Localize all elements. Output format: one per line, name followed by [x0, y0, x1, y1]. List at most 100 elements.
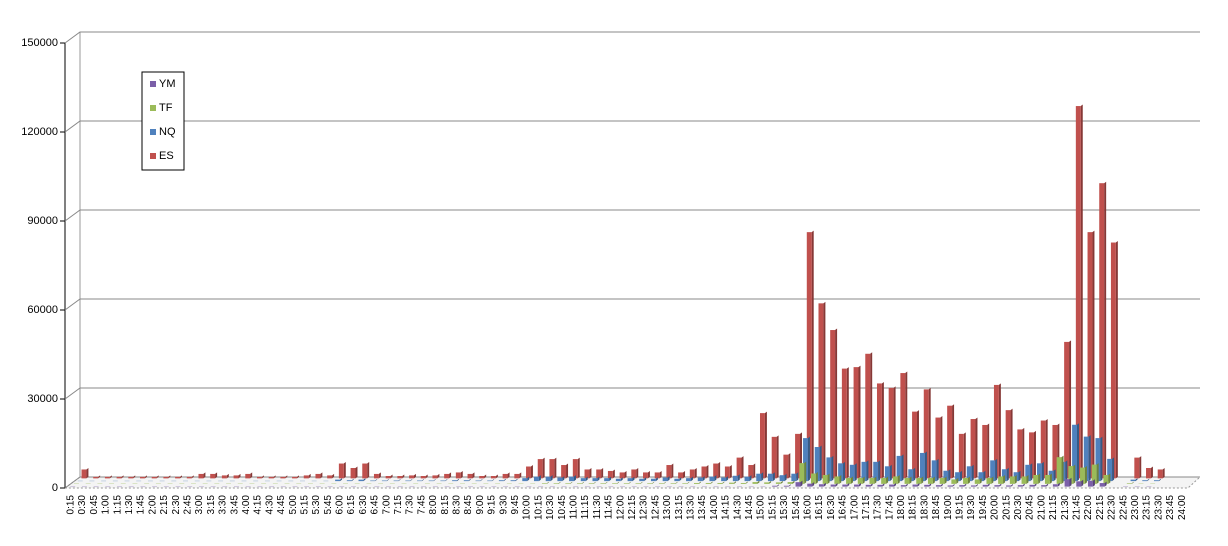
bar	[978, 472, 984, 482]
bar-side	[737, 474, 740, 482]
bar	[865, 484, 871, 487]
bar	[553, 483, 559, 484]
bar-side	[710, 481, 713, 484]
bar-side	[538, 475, 541, 482]
bar	[857, 477, 863, 484]
bar-side	[1096, 463, 1099, 484]
bar-side	[874, 476, 877, 484]
x-tick-label: 20:30	[1013, 495, 1024, 520]
x-tick-label: 24:00	[1177, 495, 1188, 520]
bar-side	[862, 476, 865, 484]
bar	[487, 480, 493, 482]
x-tick-label: 23:00	[1130, 495, 1141, 520]
bar	[791, 473, 797, 482]
x-tick-label: 6:15	[346, 495, 357, 515]
bar-side	[320, 472, 323, 479]
bar-side	[796, 472, 799, 482]
x-tick-label: 13:45	[697, 495, 708, 520]
bar	[612, 483, 618, 484]
x-tick-label: 1:15	[112, 495, 123, 515]
x-tick-label: 17:45	[884, 495, 895, 520]
x-tick-label: 20:45	[1025, 495, 1036, 520]
x-tick-label: 2:00	[147, 495, 158, 515]
legend-swatch	[150, 153, 156, 159]
x-tick-label: 8:45	[463, 495, 474, 515]
bar	[362, 463, 368, 479]
bar-side	[847, 483, 850, 487]
x-tick-label: 0:15	[65, 495, 76, 515]
bar	[510, 480, 516, 482]
bar	[854, 484, 859, 487]
bar-side	[1158, 478, 1161, 482]
bar	[1080, 467, 1085, 484]
bar	[432, 475, 438, 479]
bar	[842, 484, 848, 487]
bar-side	[585, 476, 588, 482]
bar	[904, 477, 910, 484]
x-tick-label: 21:45	[1072, 495, 1083, 520]
bar	[417, 480, 422, 482]
bar	[1040, 420, 1046, 479]
bar	[1103, 474, 1109, 484]
bar	[697, 477, 703, 482]
bar	[966, 466, 972, 482]
bar-side	[121, 475, 124, 479]
bar-side	[468, 478, 471, 482]
bar-side	[308, 473, 311, 479]
x-tick-label: 14:45	[744, 495, 755, 520]
bar	[221, 475, 227, 479]
bar-side	[734, 481, 737, 484]
bar	[627, 478, 633, 482]
bar-side	[963, 432, 966, 479]
bar	[514, 473, 520, 479]
bar-side	[402, 474, 405, 479]
bar	[970, 419, 976, 479]
bar-side	[628, 481, 631, 484]
bar-side	[698, 481, 701, 484]
bar-side	[882, 483, 885, 487]
bar-side	[827, 473, 830, 484]
x-tick-label: 13:30	[685, 495, 696, 520]
bar	[900, 373, 906, 479]
bar	[315, 473, 321, 479]
bar	[596, 469, 602, 479]
x-tick-label: 8:00	[428, 495, 439, 515]
x-tick-label: 3:30	[218, 495, 229, 515]
bar-side	[675, 481, 678, 484]
x-tick-label: 22:45	[1118, 495, 1129, 520]
bar-side	[999, 483, 1002, 487]
bar-side	[1135, 478, 1138, 482]
bar-side	[652, 481, 655, 484]
bar	[861, 461, 867, 482]
bar-side	[492, 479, 495, 482]
bar	[1005, 410, 1011, 479]
grid-line	[64, 387, 1200, 400]
bar	[838, 463, 844, 482]
bar-side	[679, 477, 682, 482]
bar-side	[355, 466, 358, 479]
legend-swatch	[150, 129, 156, 135]
x-tick-label: 11:15	[580, 495, 591, 520]
bar-side	[109, 475, 112, 479]
y-tick-label: 0	[52, 482, 58, 494]
bar-side	[597, 476, 600, 482]
bar-side	[921, 476, 924, 484]
bar	[1025, 464, 1031, 482]
bar-side	[726, 476, 729, 482]
bar	[795, 482, 801, 487]
bar-side	[948, 469, 951, 482]
bar-side	[98, 475, 101, 479]
bar	[1083, 436, 1089, 482]
bar	[428, 480, 434, 482]
x-tick-label: 11:45	[604, 495, 615, 520]
bar	[163, 476, 169, 479]
bar	[1110, 242, 1116, 479]
bar-side	[601, 467, 604, 479]
bar	[993, 384, 999, 479]
bar-side	[917, 483, 920, 487]
x-tick-label: 10:15	[533, 495, 544, 520]
bar-side	[745, 481, 748, 484]
bar-side	[1139, 456, 1142, 479]
x-tick-label: 4:45	[276, 495, 287, 515]
grid-line	[64, 209, 1200, 222]
